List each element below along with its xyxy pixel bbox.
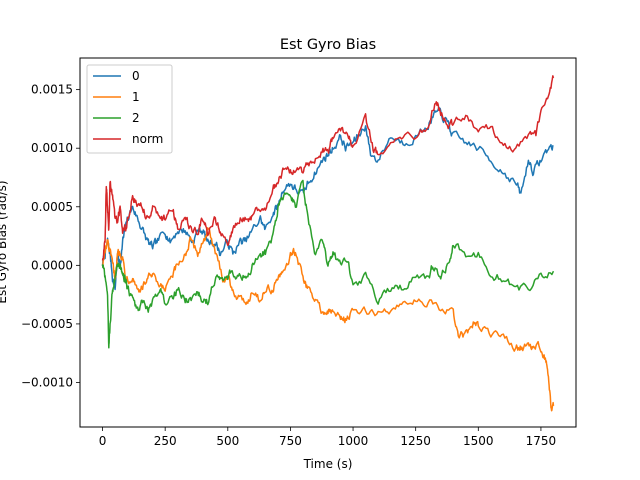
y-axis: −0.0010 −0.0005 0.0000 0.0005 0.0010 0.0015 [21,83,80,389]
legend: 0 1 2 norm [86,64,173,154]
x-tick-label: 750 [279,434,302,448]
legend-label-0: 0 [132,69,140,83]
y-tick-label: −0.0010 [21,375,73,389]
chart-title: Est Gyro Bias [280,37,376,53]
legend-label-2: 2 [132,111,140,125]
x-tick-label: 1000 [338,434,369,448]
legend-label-norm: norm [132,132,163,146]
series-line-norm [101,75,555,261]
x-axis: 0 250 500 750 1000 1250 1500 1750 [99,427,556,448]
y-tick-label: 0.0000 [31,258,73,272]
x-tick-label: 250 [154,434,177,448]
legend-label-1: 1 [132,90,140,104]
x-tick-label: 1500 [463,434,494,448]
x-tick-label: 1250 [400,434,431,448]
x-tick-label: 500 [216,434,239,448]
y-axis-label: Est Gyro Bias (rad/s) [0,180,9,303]
y-tick-label: −0.0005 [21,317,73,331]
x-tick-label: 1750 [526,434,557,448]
y-tick-label: 0.0010 [31,141,73,155]
x-tick-label: 0 [99,434,107,448]
axes-frame [79,57,577,428]
plot-area [101,75,555,412]
legend-box [86,64,173,154]
y-tick-label: 0.0005 [31,200,73,214]
series-line-1 [101,227,555,412]
series-line-2 [101,179,555,349]
y-tick-label: 0.0015 [31,83,73,97]
x-axis-label: Time (s) [303,457,353,471]
